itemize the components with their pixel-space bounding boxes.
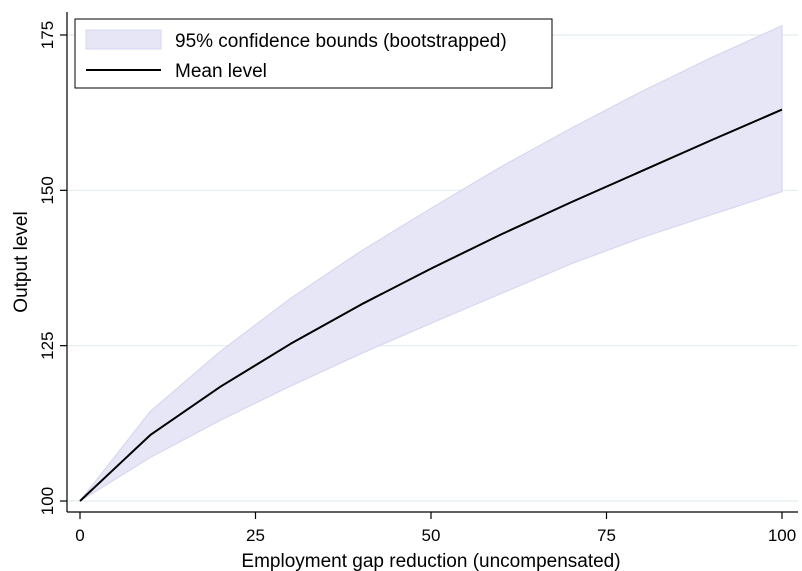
x-tick-label: 100 — [768, 526, 796, 545]
legend-line-label: Mean level — [175, 61, 267, 82]
mean-line-layer — [79, 108, 783, 502]
y-tick-label: 100 — [38, 487, 57, 515]
legend-band-label: 95% confidence bounds (bootstrapped) — [175, 31, 507, 52]
x-tick-label: 25 — [246, 526, 265, 545]
confidence-band-layer — [79, 24, 783, 502]
legend-box — [74, 18, 553, 89]
x-tick-label: 50 — [422, 526, 441, 545]
y-tick-label: 150 — [38, 176, 57, 204]
x-tick-label: 0 — [75, 526, 84, 545]
y-axis-title: Output level — [11, 211, 32, 312]
legend-band-swatch — [85, 29, 162, 50]
legend: 95% confidence bounds (bootstrapped) Mea… — [74, 18, 553, 89]
y-axis-ticks: 100 125 150 175 — [38, 21, 67, 515]
axes — [66, 12, 798, 513]
x-tick-label: 75 — [597, 526, 616, 545]
x-axis-title: Employment gap reduction (uncompensated) — [241, 551, 620, 571]
y-tick-label: 125 — [38, 331, 57, 359]
x-axis-ticks: 0 25 50 75 100 — [75, 512, 796, 545]
mean-level-line — [79, 108, 783, 502]
y-tick-label: 175 — [38, 21, 57, 49]
confidence-band — [79, 24, 783, 502]
